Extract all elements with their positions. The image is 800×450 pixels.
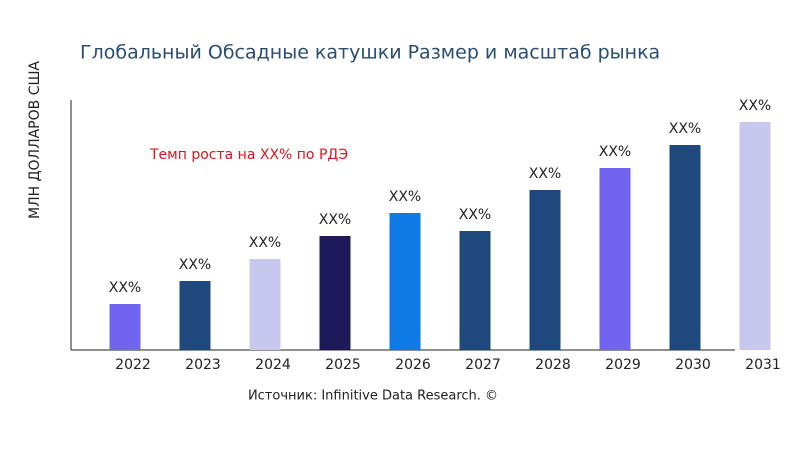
x-tick-label: 2023 xyxy=(185,357,221,373)
value-label: XX% xyxy=(529,166,561,182)
value-label: XX% xyxy=(319,212,351,228)
x-tick-label: 2025 xyxy=(325,357,361,373)
x-tick-label: 2022 xyxy=(115,357,151,373)
annotation: Темп роста на XX% по РДЭ xyxy=(149,147,348,163)
value-label: XX% xyxy=(179,257,211,273)
bar xyxy=(109,304,141,350)
value-label: XX% xyxy=(389,189,421,205)
bar xyxy=(249,259,281,350)
bar xyxy=(669,145,701,350)
x-tick-label: 2026 xyxy=(395,357,431,373)
bar xyxy=(389,213,421,350)
value-label: XX% xyxy=(599,144,631,160)
chart-title: Глобальный Обсадные катушки Размер и мас… xyxy=(80,42,660,64)
bar xyxy=(599,168,631,350)
x-tick-label: 2030 xyxy=(675,357,711,373)
x-tick-label: 2028 xyxy=(535,357,571,373)
bar xyxy=(739,122,771,350)
x-tick-label: 2024 xyxy=(255,357,291,373)
x-tick-label: 2027 xyxy=(465,357,501,373)
value-label: XX% xyxy=(669,121,701,137)
x-tick-label: 2031 xyxy=(745,357,781,373)
bar xyxy=(529,190,561,350)
value-label: XX% xyxy=(109,280,141,296)
y-axis-label: МЛН ДОЛЛАРОВ США xyxy=(27,61,43,219)
bar xyxy=(459,231,491,350)
bar xyxy=(319,236,351,350)
value-label: XX% xyxy=(459,207,491,223)
value-label: XX% xyxy=(739,98,771,114)
source: Источник: Infinitive Data Research. © xyxy=(248,389,498,404)
bar xyxy=(179,281,211,350)
x-tick-label: 2029 xyxy=(605,357,641,373)
value-label: XX% xyxy=(249,235,281,251)
